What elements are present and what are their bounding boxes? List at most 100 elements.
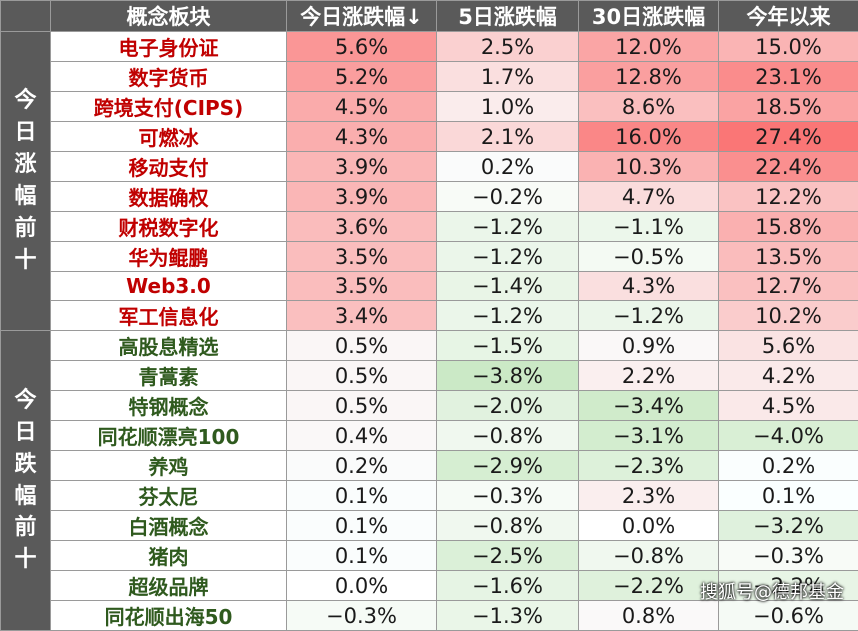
cell-today: 3.9% (287, 182, 437, 212)
cell-today: 0.0% (287, 571, 437, 601)
header-5day: 5日涨跌幅 (437, 1, 579, 32)
cell-ytd: 12.7% (719, 272, 858, 301)
sector-name: 超级品牌 (51, 571, 287, 601)
cell-d30: −0.8% (579, 541, 719, 571)
cell-d5: −0.8% (437, 511, 579, 541)
cell-ytd: 12.2% (719, 182, 858, 212)
cell-d30: 0.8% (579, 601, 719, 631)
sector-name: 军工信息化 (51, 301, 287, 331)
cell-today: 0.5% (287, 331, 437, 361)
sector-name: 数字货币 (51, 62, 287, 92)
cell-d5: −2.9% (437, 451, 579, 481)
sector-name: 移动支付 (51, 152, 287, 182)
cell-today: 0.1% (287, 511, 437, 541)
sector-name: 电子身份证 (51, 32, 287, 62)
cell-today: 0.5% (287, 361, 437, 391)
cell-d5: −0.2% (437, 182, 579, 212)
cell-d30: 12.0% (579, 32, 719, 62)
cell-ytd: 27.4% (719, 122, 858, 152)
sector-name: 华为鲲鹏 (51, 242, 287, 272)
cell-d30: 0.9% (579, 331, 719, 361)
header-sector: 概念板块 (51, 1, 287, 32)
cell-d5: −1.2% (437, 301, 579, 331)
sector-name: Web3.0 (51, 272, 287, 301)
cell-d5: −3.8% (437, 361, 579, 391)
header-corner (1, 1, 51, 32)
cell-d5: 1.7% (437, 62, 579, 92)
cell-d5: 0.2% (437, 152, 579, 182)
cell-ytd: 15.8% (719, 212, 858, 242)
cell-today: 4.3% (287, 122, 437, 152)
header-30day: 30日涨跌幅 (579, 1, 719, 32)
cell-ytd: 23.1% (719, 62, 858, 92)
cell-ytd: 4.2% (719, 361, 858, 391)
cell-d30: 2.2% (579, 361, 719, 391)
cell-d5: −2.0% (437, 391, 579, 421)
header-row: 概念板块 今日涨跌幅↓ 5日涨跌幅 30日涨跌幅 今年以来 (1, 1, 858, 32)
table-row: 同花顺出海50−0.3%−1.3%0.8%−0.6% (1, 601, 858, 631)
sector-name: 养鸡 (51, 451, 287, 481)
sector-name: 猪肉 (51, 541, 287, 571)
cell-ytd: −0.6% (719, 601, 858, 631)
group-label-up: 今日涨幅前十 (1, 32, 51, 331)
cell-ytd: 5.6% (719, 331, 858, 361)
sector-name: 同花顺漂亮100 (51, 421, 287, 451)
cell-d5: −1.2% (437, 242, 579, 272)
cell-today: 3.4% (287, 301, 437, 331)
cell-today: 3.5% (287, 242, 437, 272)
cell-today: 4.5% (287, 92, 437, 122)
cell-today: 3.6% (287, 212, 437, 242)
cell-d30: 12.8% (579, 62, 719, 92)
sector-name: 芬太尼 (51, 481, 287, 511)
cell-d5: 2.5% (437, 32, 579, 62)
sector-name: 数据确权 (51, 182, 287, 212)
sector-name: 跨境支付(CIPS) (51, 92, 287, 122)
cell-today: 0.4% (287, 421, 437, 451)
cell-d30: 8.6% (579, 92, 719, 122)
cell-d5: −1.5% (437, 331, 579, 361)
cell-d30: 4.3% (579, 272, 719, 301)
cell-ytd: 0.2% (719, 451, 858, 481)
cell-today: 5.6% (287, 32, 437, 62)
cell-ytd: 22.4% (719, 152, 858, 182)
cell-ytd: 10.2% (719, 301, 858, 331)
cell-d5: 1.0% (437, 92, 579, 122)
sector-name: 同花顺出海50 (51, 601, 287, 631)
cell-today: 0.2% (287, 451, 437, 481)
cell-d30: −0.5% (579, 242, 719, 272)
header-today: 今日涨跌幅↓ (287, 1, 437, 32)
cell-today: 0.5% (287, 391, 437, 421)
cell-d5: −1.3% (437, 601, 579, 631)
cell-today: 3.5% (287, 272, 437, 301)
cell-ytd: −3.2% (719, 511, 858, 541)
cell-d30: 16.0% (579, 122, 719, 152)
watermark: 搜狐号@德邦基金 (700, 578, 844, 604)
cell-d5: −1.6% (437, 571, 579, 601)
cell-d30: 4.7% (579, 182, 719, 212)
cell-d5: 2.1% (437, 122, 579, 152)
cell-ytd: −4.0% (719, 421, 858, 451)
sector-name: 财税数字化 (51, 212, 287, 242)
table-row: 跨境支付(CIPS)4.5%1.0%8.6%18.5% (1, 92, 858, 122)
cell-d30: −2.3% (579, 451, 719, 481)
cell-today: 0.1% (287, 481, 437, 511)
cell-ytd: 4.5% (719, 391, 858, 421)
header-ytd: 今年以来 (719, 1, 858, 32)
cell-d30: −2.2% (579, 571, 719, 601)
